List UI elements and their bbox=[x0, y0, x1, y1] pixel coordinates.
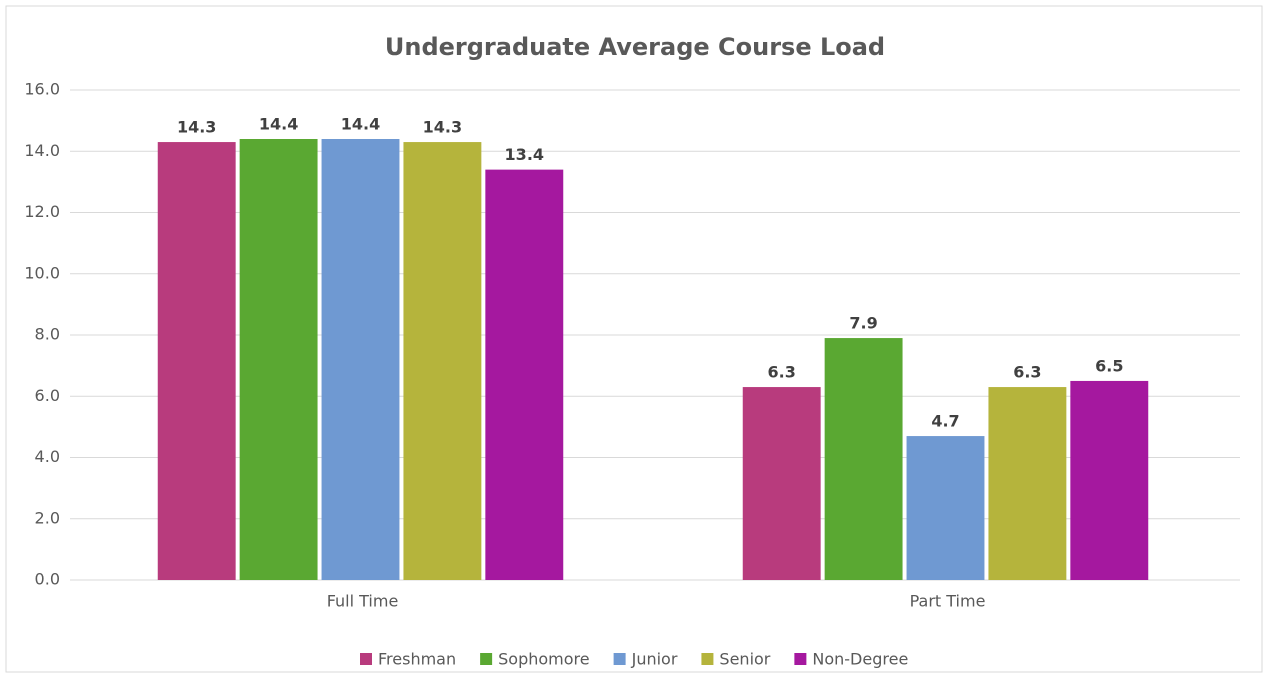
data-label: 14.4 bbox=[341, 115, 380, 134]
legend-swatch bbox=[360, 653, 372, 665]
y-tick-label: 0.0 bbox=[35, 570, 60, 589]
legend-swatch bbox=[480, 653, 492, 665]
bar bbox=[907, 436, 985, 580]
data-label: 14.4 bbox=[259, 115, 298, 134]
y-tick-label: 12.0 bbox=[24, 202, 60, 221]
legend-swatch bbox=[794, 653, 806, 665]
legend-label: Junior bbox=[631, 650, 678, 669]
x-tick-label: Part Time bbox=[910, 592, 986, 611]
y-tick-label: 4.0 bbox=[35, 447, 60, 466]
legend-label: Sophomore bbox=[498, 650, 589, 669]
x-tick-label: Full Time bbox=[327, 592, 399, 611]
y-tick-label: 10.0 bbox=[24, 263, 60, 282]
legend-swatch bbox=[614, 653, 626, 665]
data-label: 4.7 bbox=[931, 412, 959, 431]
y-tick-label: 6.0 bbox=[35, 386, 60, 405]
chart-title: Undergraduate Average Course Load bbox=[385, 33, 885, 61]
bar bbox=[158, 142, 236, 580]
bar bbox=[743, 387, 821, 580]
bar bbox=[988, 387, 1066, 580]
bar bbox=[240, 139, 318, 580]
bar bbox=[1070, 381, 1148, 580]
data-label: 14.3 bbox=[423, 118, 462, 137]
y-tick-label: 14.0 bbox=[24, 141, 60, 160]
legend-label: Senior bbox=[719, 650, 770, 669]
bar bbox=[403, 142, 481, 580]
data-label: 14.3 bbox=[177, 118, 216, 137]
data-label: 13.4 bbox=[505, 145, 544, 164]
data-label: 6.3 bbox=[1013, 363, 1041, 382]
y-tick-label: 16.0 bbox=[24, 80, 60, 99]
legend-label: Freshman bbox=[378, 650, 456, 669]
legend-swatch bbox=[701, 653, 713, 665]
chart: Undergraduate Average Course Load 0.0 2.0… bbox=[0, 0, 1270, 679]
data-label: 7.9 bbox=[849, 314, 877, 333]
bar bbox=[485, 170, 563, 580]
data-label: 6.5 bbox=[1095, 356, 1123, 375]
bar bbox=[825, 338, 903, 580]
legend-label: Non-Degree bbox=[812, 650, 908, 669]
y-tick-label: 8.0 bbox=[35, 325, 60, 344]
data-label: 6.3 bbox=[768, 363, 796, 382]
y-tick-label: 2.0 bbox=[35, 508, 60, 527]
bar bbox=[322, 139, 400, 580]
